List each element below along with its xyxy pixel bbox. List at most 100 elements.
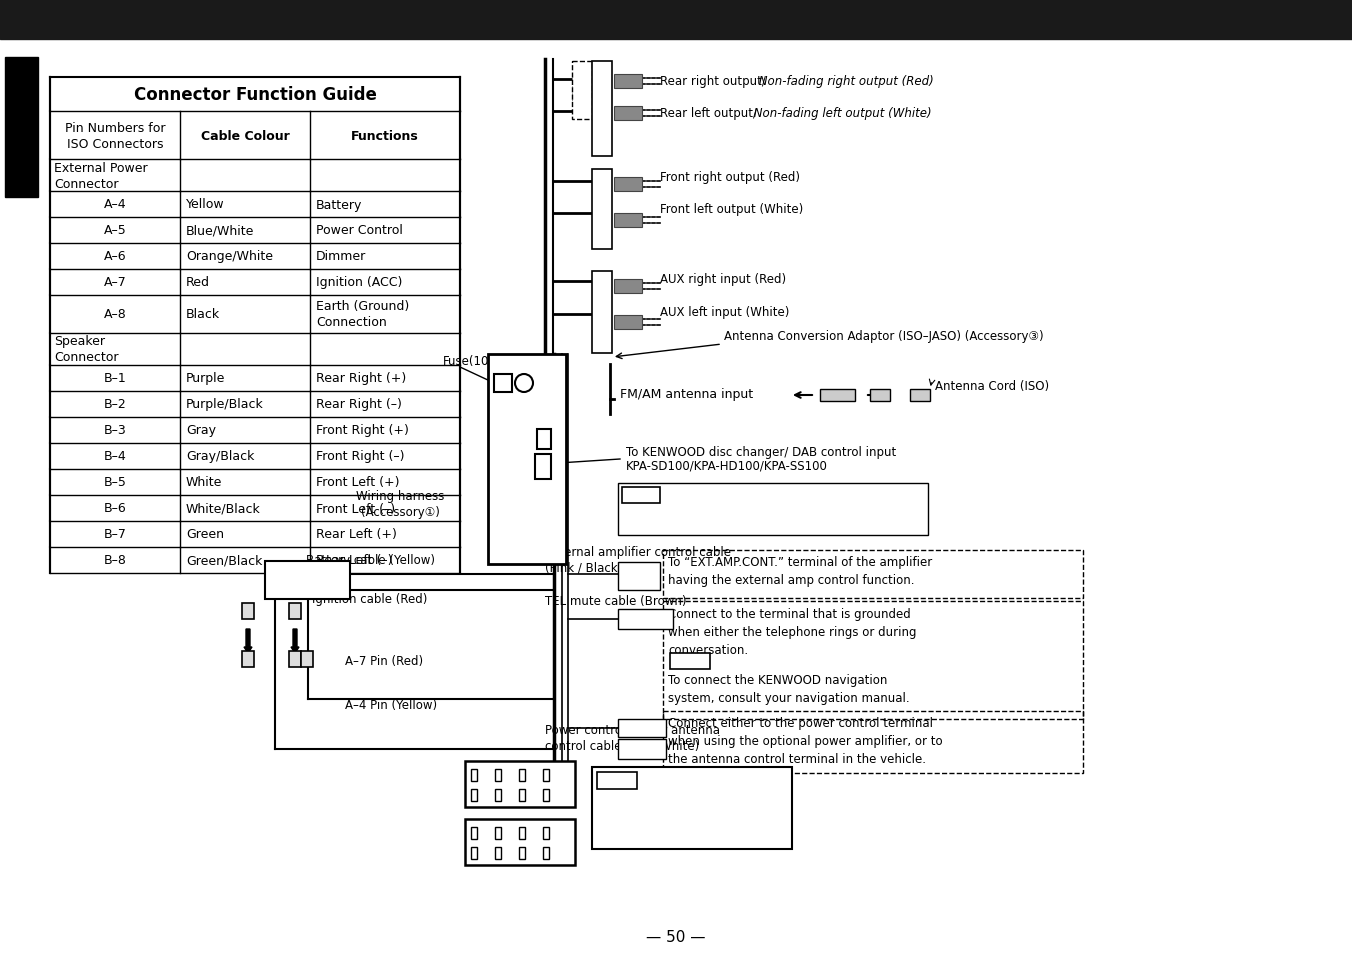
Bar [5, 58, 38, 198]
Bar [519, 789, 525, 801]
Bar [50, 218, 460, 244]
Text: Connector Function Guide: Connector Function Guide [134, 86, 376, 104]
Bar [662, 711, 1083, 773]
Bar [662, 551, 1083, 598]
FancyArrow shape [243, 629, 251, 654]
Bar [537, 430, 552, 450]
Bar [465, 820, 575, 865]
Text: |8: |8 [469, 827, 479, 839]
Bar [622, 488, 660, 503]
Text: AUX left input (White): AUX left input (White) [660, 306, 790, 319]
Bar [50, 547, 460, 574]
Text: |8: |8 [469, 770, 479, 781]
Text: To connect the KENWOOD navigation
system, consult your navigation manual.: To connect the KENWOOD navigation system… [668, 673, 910, 704]
Bar [592, 170, 612, 250]
Text: Green/Black: Green/Black [187, 554, 262, 567]
Text: |3: |3 [516, 847, 527, 859]
Bar [618, 483, 927, 536]
Text: Front right output (Red): Front right output (Red) [660, 172, 800, 184]
Text: B–2: B–2 [104, 398, 126, 411]
Bar [614, 107, 642, 121]
Text: EXT.
CONT.: EXT. CONT. [626, 567, 652, 586]
Bar [50, 392, 460, 417]
Bar [592, 272, 612, 354]
Text: Connect to the terminal that is grounded
when either the telephone rings or duri: Connect to the terminal that is grounded… [668, 607, 917, 657]
Text: Dimmer: Dimmer [316, 251, 366, 263]
Text: To connect these leads, refer to the relevant
instruction manuals.: To connect these leads, refer to the rel… [625, 509, 872, 532]
Text: |2: |2 [541, 770, 552, 781]
Bar [618, 609, 673, 629]
Text: Cable Colour: Cable Colour [200, 130, 289, 142]
Bar [618, 740, 667, 760]
Text: If no connections are
made, do not let the cable
come out from the tab.: If no connections are made, do not let t… [599, 794, 756, 843]
Text: NOTE: NOTE [672, 655, 708, 668]
FancyArrow shape [291, 629, 299, 654]
Text: |1: |1 [541, 847, 552, 859]
Text: Gray: Gray [187, 424, 216, 437]
Bar [618, 562, 660, 590]
Bar [869, 390, 890, 401]
Bar [50, 295, 460, 334]
Text: English: English [14, 98, 28, 158]
Text: Battery: Battery [316, 198, 362, 212]
Bar [50, 192, 460, 218]
Text: B–4: B–4 [104, 450, 126, 463]
Text: Fuse(10A): Fuse(10A) [443, 355, 502, 368]
Text: Connect either to the power control terminal
when using the optional power ampli: Connect either to the power control term… [668, 717, 942, 765]
Text: Gray/Black: Gray/Black [187, 450, 254, 463]
Bar [544, 789, 549, 801]
Bar [470, 769, 477, 781]
Bar [50, 521, 460, 547]
Text: AUX IN: AUX IN [598, 295, 607, 331]
Bar [50, 417, 460, 443]
Text: Front Right (+): Front Right (+) [316, 424, 408, 437]
Bar [470, 827, 477, 840]
Text: Rear Right (+): Rear Right (+) [316, 372, 406, 385]
Bar [50, 366, 460, 392]
Bar [289, 651, 301, 667]
Bar [910, 390, 930, 401]
Text: FRONT: FRONT [598, 193, 607, 227]
Text: |4: |4 [516, 770, 527, 781]
Bar [50, 443, 460, 470]
Text: NOTE: NOTE [623, 489, 658, 502]
Bar [614, 280, 642, 294]
Bar [289, 603, 301, 619]
Text: Ignition cable (Red): Ignition cable (Red) [312, 593, 427, 605]
Text: Green: Green [187, 528, 224, 541]
Bar [671, 654, 710, 669]
Text: Blue/White: Blue/White [187, 224, 254, 237]
Bar [265, 561, 350, 599]
Text: |5: |5 [493, 847, 503, 859]
Bar [495, 789, 502, 801]
Text: Orange/White: Orange/White [187, 251, 273, 263]
Bar [519, 847, 525, 859]
Bar [301, 651, 314, 667]
Text: Earth (Ground)
Connection: Earth (Ground) Connection [316, 300, 410, 329]
Text: B–3: B–3 [104, 424, 126, 437]
Bar [598, 772, 637, 789]
Bar [572, 62, 592, 119]
Circle shape [515, 375, 533, 393]
Text: |7: |7 [469, 847, 479, 859]
Bar [50, 496, 460, 521]
Text: REAR: REAR [598, 96, 607, 123]
Bar [614, 75, 642, 89]
Text: Black: Black [187, 308, 220, 321]
Text: |4: |4 [516, 827, 527, 839]
Bar [50, 160, 460, 192]
Bar [495, 847, 502, 859]
Text: Speaker
Connector: Speaker Connector [54, 335, 119, 364]
Text: KPA-SD100/KPA-HD100/KPA-SS100: KPA-SD100/KPA-HD100/KPA-SS100 [626, 459, 827, 473]
Text: External amplifier control cable
(Pink / Black): External amplifier control cable (Pink /… [545, 545, 731, 575]
Text: Rear Left (–): Rear Left (–) [316, 554, 392, 567]
Bar [0, 0, 1352, 40]
Bar [592, 62, 612, 157]
Text: Purple/Black: Purple/Black [187, 398, 264, 411]
Text: TEL MUTE: TEL MUTE [623, 615, 667, 624]
Text: |2: |2 [541, 827, 552, 839]
Bar [50, 244, 460, 270]
Text: Ignition (ACC): Ignition (ACC) [316, 276, 403, 289]
Text: B–8: B–8 [104, 554, 127, 567]
Text: P.CONT: P.CONT [626, 723, 658, 733]
